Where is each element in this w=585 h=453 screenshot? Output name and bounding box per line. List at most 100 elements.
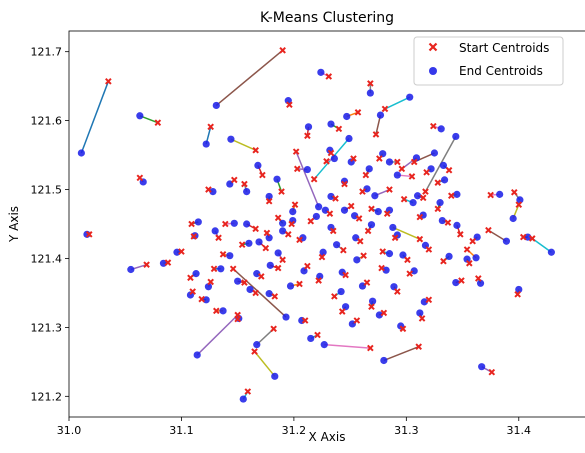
start-centroid-stroke: [219, 251, 227, 258]
start-centroid-point: [445, 166, 453, 174]
start-centroid-point: [410, 158, 418, 166]
centroid-move-line: [392, 226, 421, 240]
start-centroid-point: [458, 277, 465, 284]
start-centroid-stroke: [381, 105, 389, 113]
y-tick-label: 121.3: [31, 321, 63, 334]
start-centroid-point: [178, 248, 185, 255]
end-centroid-point: [452, 132, 460, 141]
end-centroid-point: [266, 261, 274, 269]
start-centroid-stroke: [270, 325, 277, 333]
start-centroid-point: [425, 246, 433, 253]
y-axis-ticks: 121.2 121.3 121.4 121.5 121.6 121.7: [31, 46, 69, 403]
start-centroid-point: [350, 155, 357, 162]
start-centroid-stroke: [487, 191, 494, 199]
end-centroid-point: [243, 220, 251, 228]
start-centroid-stroke: [323, 157, 330, 165]
start-centroid-stroke: [362, 171, 370, 179]
start-centroid-stroke: [425, 246, 433, 253]
end-centroid-point: [246, 285, 254, 294]
end-centroid-point: [337, 287, 345, 296]
end-centroid-point: [300, 267, 308, 275]
start-centroid-point: [105, 78, 112, 85]
start-centroid-stroke: [271, 293, 279, 300]
centroid-move-line: [383, 345, 419, 362]
start-centroid-stroke: [430, 122, 437, 130]
start-centroid-stroke: [400, 195, 408, 203]
start-centroid-stroke: [416, 213, 424, 221]
end-centroid-point: [369, 297, 377, 305]
start-centroid-stroke: [318, 253, 326, 261]
start-centroid-point: [244, 388, 252, 395]
start-centroid-stroke: [425, 296, 433, 304]
end-centroid-point: [509, 214, 517, 223]
start-centroid-point: [353, 317, 361, 324]
end-centroid-point: [437, 125, 445, 133]
start-centroid-point: [378, 264, 385, 272]
start-centroid-point: [212, 307, 220, 315]
y-tick-label: 121.5: [31, 184, 63, 197]
start-centroid-stroke: [257, 273, 265, 280]
start-centroid-point: [229, 265, 237, 273]
start-centroid-point: [252, 146, 259, 154]
legend: Start Centroids End Centroids: [413, 36, 564, 86]
start-centroid-stroke: [367, 344, 374, 352]
start-centroid-point: [408, 173, 416, 180]
start-centroid-point: [219, 251, 227, 258]
start-centroid-stroke: [488, 368, 496, 376]
centroid-move-line: [384, 96, 411, 110]
start-centroid-point: [259, 171, 266, 179]
end-centroid-point: [127, 265, 135, 274]
end-centroid-point: [330, 154, 338, 163]
start-centroid-point: [241, 279, 248, 286]
start-centroid-point: [296, 280, 303, 288]
start-centroid-stroke: [368, 205, 375, 213]
start-centroid-stroke: [307, 217, 315, 225]
start-centroid-stroke: [286, 101, 293, 109]
start-centroid-point: [274, 214, 282, 222]
start-centroid-stroke: [406, 270, 414, 277]
start-centroid-point: [307, 217, 315, 225]
start-centroid-stroke: [221, 220, 229, 228]
start-centroid-point: [342, 271, 349, 279]
start-centroid-point: [399, 325, 407, 333]
start-centroid-stroke: [288, 220, 295, 228]
start-centroid-point: [391, 234, 399, 242]
start-centroid-point: [434, 205, 442, 213]
start-centroid-stroke: [386, 186, 393, 193]
start-centroid-stroke: [367, 80, 374, 87]
end-centroid-point: [239, 395, 247, 403]
end-centroid-point: [327, 120, 335, 128]
end-centroid-point: [547, 248, 555, 256]
end-centroid-point: [516, 196, 524, 204]
end-centroid-point: [340, 206, 349, 214]
start-centroid-point: [327, 149, 335, 157]
start-centroid-point: [487, 191, 494, 199]
start-centroid-stroke: [293, 165, 301, 173]
start-centroid-stroke: [418, 315, 426, 322]
end-centroid-point: [379, 150, 387, 158]
start-centroid-stroke: [379, 248, 387, 255]
start-centroid-stroke: [292, 148, 300, 155]
end-centroid-point: [243, 188, 251, 196]
start-centroid-point: [234, 311, 241, 319]
start-centroid-stroke: [238, 241, 246, 248]
centroid-move-line: [196, 314, 239, 356]
start-centroid-stroke: [315, 277, 322, 284]
end-centroid-point: [367, 221, 376, 229]
start-centroid-stroke: [252, 146, 259, 154]
start-centroid-point: [314, 331, 321, 339]
start-centroid-stroke: [190, 233, 198, 240]
start-centroid-point: [416, 235, 424, 243]
start-centroid-point: [329, 227, 337, 235]
start-centroid-stroke: [410, 158, 418, 166]
start-centroid-stroke: [419, 194, 427, 202]
start-centroid-stroke: [262, 244, 270, 252]
start-centroid-point: [154, 119, 162, 126]
start-centroid-stroke: [259, 171, 266, 179]
x-tick-label: 31.2: [282, 424, 307, 437]
start-centroid-stroke: [274, 214, 282, 222]
end-centroid-point: [273, 175, 281, 183]
start-centroid-point: [292, 148, 300, 155]
start-centroid-point: [270, 325, 277, 333]
start-centroid-stroke: [404, 256, 411, 264]
